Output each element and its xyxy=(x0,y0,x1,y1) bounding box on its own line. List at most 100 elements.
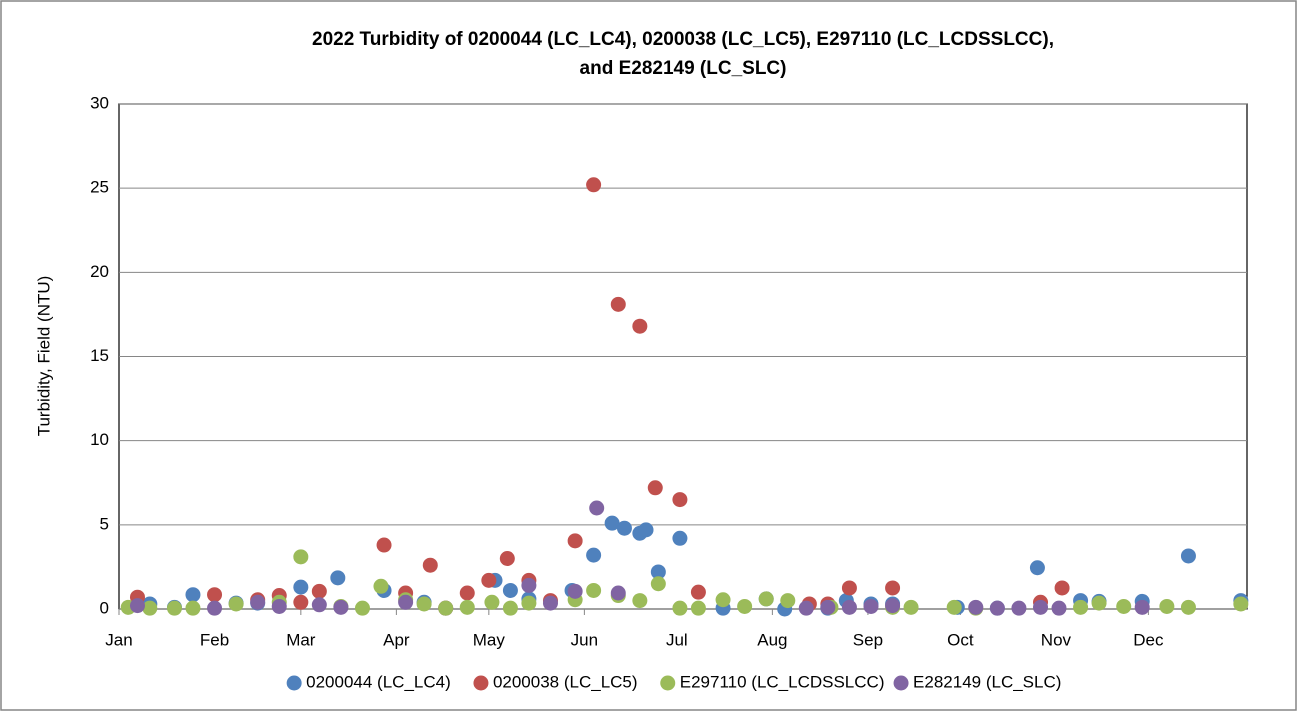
data-point xyxy=(293,594,309,610)
data-point xyxy=(1051,600,1067,616)
y-tick-label: 15 xyxy=(90,346,109,365)
data-point xyxy=(1054,580,1070,596)
data-point xyxy=(1073,599,1089,615)
legend-marker xyxy=(286,675,302,691)
data-point xyxy=(1029,560,1045,576)
data-point xyxy=(1116,598,1132,614)
data-point xyxy=(841,599,857,615)
data-point xyxy=(885,580,901,596)
data-point xyxy=(330,570,346,586)
data-point xyxy=(1180,599,1196,615)
data-point xyxy=(1134,599,1150,615)
data-point xyxy=(610,585,626,601)
data-point xyxy=(499,551,515,566)
data-point xyxy=(567,583,583,599)
data-point xyxy=(459,599,475,615)
y-tick-label: 5 xyxy=(100,514,109,533)
data-point xyxy=(1233,596,1249,612)
data-point xyxy=(502,582,518,598)
data-point xyxy=(672,600,688,616)
x-tick-label: Oct xyxy=(947,630,974,649)
data-point xyxy=(632,593,648,609)
data-point xyxy=(610,296,626,312)
y-tick-label: 0 xyxy=(100,598,109,617)
x-tick-label: Jun xyxy=(571,630,598,649)
data-point xyxy=(989,600,1005,616)
y-tick-label: 10 xyxy=(90,430,109,449)
data-point xyxy=(632,318,648,334)
data-point xyxy=(333,599,349,615)
data-point xyxy=(311,597,327,613)
x-tick-label: Sep xyxy=(853,630,883,649)
data-point xyxy=(521,577,537,593)
legend-marker xyxy=(473,675,489,691)
data-point xyxy=(650,576,666,592)
data-point xyxy=(567,533,583,549)
legend-marker xyxy=(893,675,909,691)
data-point xyxy=(1159,598,1175,614)
data-point xyxy=(589,500,605,516)
legend-marker xyxy=(660,675,676,691)
chart-title: and E282149 (LC_SLC) xyxy=(580,58,787,79)
data-point xyxy=(690,600,706,616)
legend-label: 0200038 (LC_LC5) xyxy=(493,672,638,691)
data-point xyxy=(780,593,796,609)
data-point xyxy=(672,530,688,546)
data-point xyxy=(228,596,244,612)
data-point xyxy=(142,600,158,616)
x-tick-label: Aug xyxy=(757,630,787,649)
data-point xyxy=(650,564,666,580)
data-point xyxy=(481,572,497,588)
data-point xyxy=(459,585,475,601)
data-point xyxy=(1033,599,1049,615)
data-point xyxy=(885,598,901,614)
data-point xyxy=(422,557,438,573)
data-point xyxy=(293,549,309,565)
data-point xyxy=(293,579,309,595)
data-point xyxy=(207,587,223,603)
data-point xyxy=(586,582,602,598)
data-point xyxy=(820,599,836,615)
data-point xyxy=(638,522,654,538)
data-point xyxy=(271,598,287,614)
legend-label: E282149 (LC_SLC) xyxy=(913,672,1061,691)
x-tick-label: Jul xyxy=(666,630,688,649)
data-point xyxy=(690,584,706,600)
data-point xyxy=(311,583,327,599)
chart-title: 2022 Turbidity of 0200044 (LC_LC4), 0200… xyxy=(312,29,1054,50)
data-point xyxy=(737,598,753,614)
data-point xyxy=(250,594,266,610)
x-tick-label: Feb xyxy=(200,630,229,649)
y-tick-label: 20 xyxy=(90,262,109,281)
data-point xyxy=(354,600,370,616)
data-point xyxy=(166,600,182,616)
data-point xyxy=(1011,600,1027,616)
data-point xyxy=(129,598,145,614)
data-point xyxy=(373,578,389,594)
data-point xyxy=(398,594,414,610)
data-point xyxy=(903,599,919,615)
data-point xyxy=(586,547,602,563)
data-point xyxy=(502,600,518,616)
data-point xyxy=(841,580,857,596)
data-point xyxy=(376,537,392,553)
data-point xyxy=(968,599,984,615)
data-point xyxy=(798,600,814,616)
data-point xyxy=(416,596,432,612)
legend-label: E297110 (LC_LCDSSLCC) xyxy=(680,672,885,691)
data-point xyxy=(185,600,201,616)
x-tick-label: Jan xyxy=(105,630,132,649)
data-point xyxy=(586,177,602,193)
data-point xyxy=(604,515,620,531)
data-point xyxy=(185,587,201,603)
data-point xyxy=(758,591,774,607)
x-tick-label: Mar xyxy=(286,630,316,649)
x-tick-label: Dec xyxy=(1133,630,1164,649)
data-point xyxy=(715,592,731,608)
data-point xyxy=(1091,595,1107,611)
data-point xyxy=(1180,548,1196,564)
data-point xyxy=(484,594,500,610)
data-point xyxy=(946,599,962,615)
y-tick-label: 30 xyxy=(90,93,109,112)
